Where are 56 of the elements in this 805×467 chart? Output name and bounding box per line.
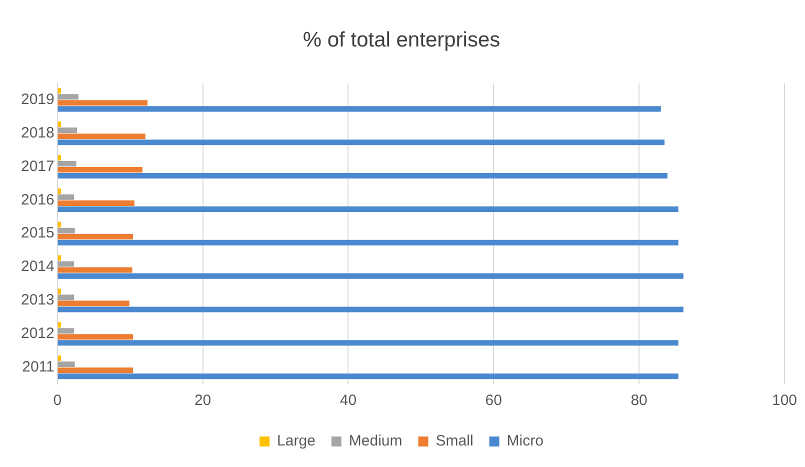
bar [58, 122, 62, 128]
bar [58, 322, 62, 328]
bar [58, 267, 132, 273]
bar [58, 94, 78, 100]
bar [58, 106, 661, 112]
bar [58, 234, 133, 240]
legend-label: Micro [506, 432, 544, 450]
bar [58, 173, 668, 179]
x-tick-label: 20 [194, 392, 212, 410]
y-tick-label: 2019 [20, 91, 54, 108]
bar [58, 368, 133, 374]
bar [58, 88, 62, 94]
bar [58, 261, 74, 267]
y-tick-label: 2015 [20, 224, 54, 242]
x-tick-label: 60 [485, 392, 502, 410]
y-tick-label: 2016 [20, 191, 54, 208]
y-tick-label: 2017 [20, 158, 54, 175]
bar [58, 160, 76, 167]
bar [58, 356, 62, 362]
bar [58, 222, 62, 228]
bar [58, 200, 134, 206]
bar [58, 306, 684, 312]
bar [58, 288, 62, 294]
y-tick-label: 2012 [20, 325, 54, 342]
bar [58, 206, 678, 212]
x-tick-label: 80 [630, 392, 648, 410]
y-tick-label: 2011 [22, 358, 54, 376]
bar [58, 128, 77, 134]
bar [58, 273, 684, 279]
bar [58, 328, 74, 334]
bar [58, 374, 678, 380]
bar [58, 294, 74, 300]
bar [58, 228, 75, 234]
legend-label: Medium [348, 432, 402, 450]
x-tick-label: 40 [340, 392, 357, 410]
bar [58, 255, 62, 261]
bar [58, 340, 678, 346]
legend-label: Small [436, 432, 474, 450]
bar [58, 166, 142, 173]
bar [58, 188, 62, 194]
y-tick-label: 2013 [20, 292, 54, 309]
bar [58, 240, 678, 246]
bar [58, 140, 665, 146]
y-tick-label: 2018 [20, 124, 54, 142]
bar [58, 134, 146, 140]
bar [58, 154, 62, 160]
bar [58, 334, 133, 340]
bar [58, 100, 148, 106]
legend-label: Large [277, 432, 316, 450]
bar [58, 300, 130, 306]
y-tick-label: 2014 [20, 258, 54, 276]
x-tick-label: 100 [772, 392, 797, 410]
chart-title: % of total enterprises [302, 28, 500, 52]
bar [58, 362, 75, 368]
bar [58, 194, 74, 200]
x-tick-label: 0 [53, 392, 62, 410]
